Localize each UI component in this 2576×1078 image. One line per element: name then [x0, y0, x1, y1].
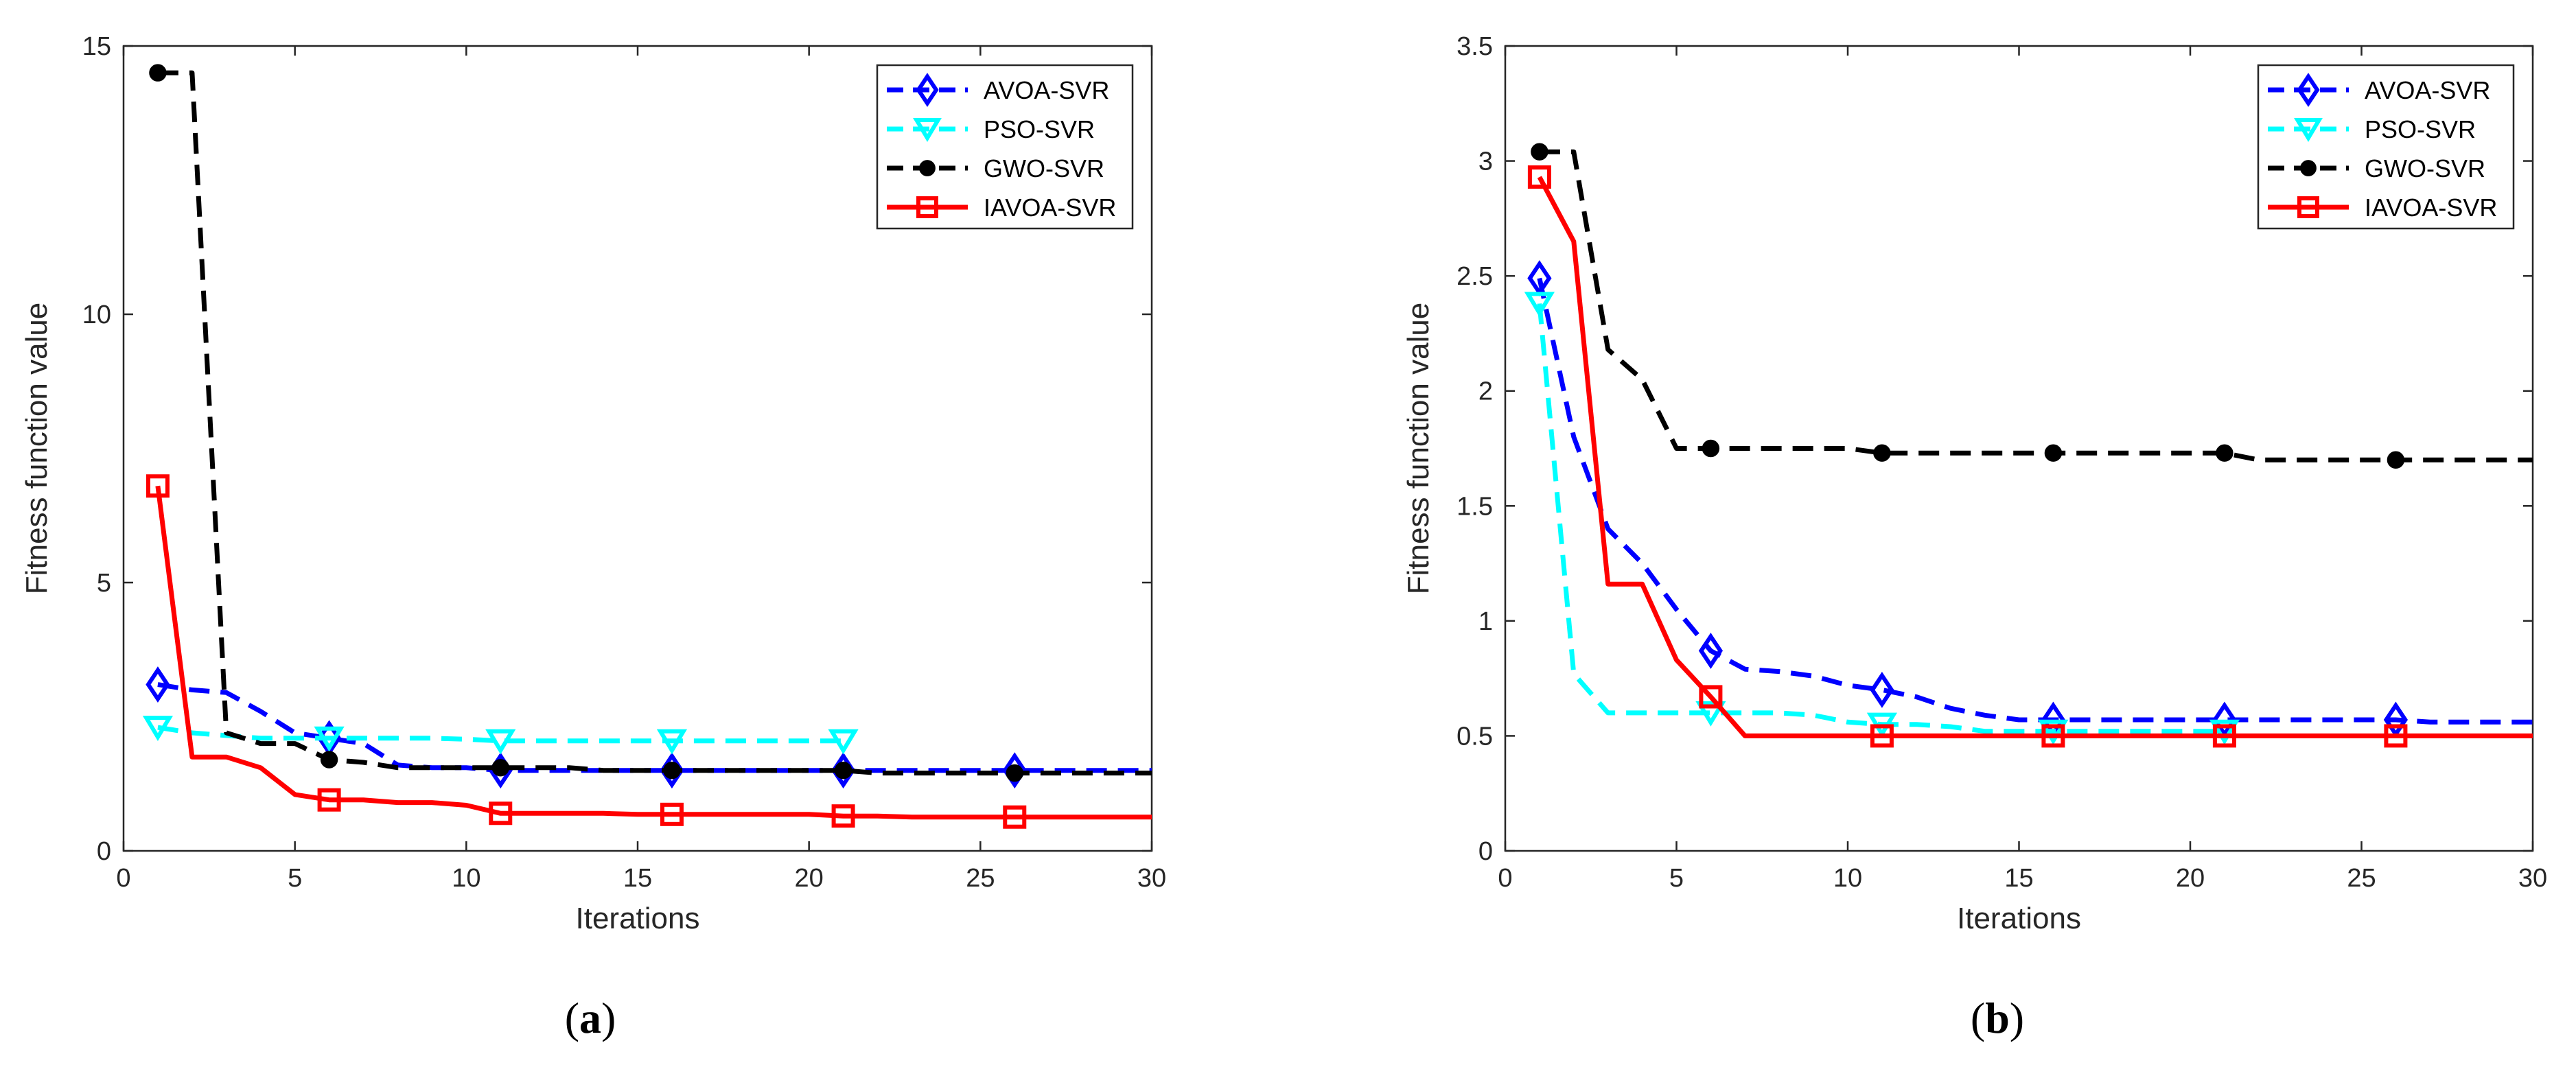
- legend-marker-gwo-svr: [919, 160, 936, 176]
- legend-marker-iavoa-svr: [2297, 196, 2319, 218]
- data-point-gwo-svr: [1702, 439, 1720, 458]
- legend: AVOA-SVR PSO-SVR GWO-SVR IAVOA-SVR: [876, 64, 1134, 230]
- legend-marker-avoa-svr: [916, 73, 939, 107]
- y-axis-label: Fitness function value: [20, 303, 54, 595]
- data-point-iavoa-svr: [2384, 724, 2408, 748]
- data-point-pso-svr: [1695, 701, 1726, 727]
- legend-label-pso-svr: PSO-SVR: [2365, 115, 2476, 143]
- data-point-gwo-svr: [1006, 764, 1023, 782]
- series-line-iavoa-svr: [1537, 176, 2533, 738]
- data-point-gwo-svr: [834, 762, 852, 780]
- legend-label-avoa-svr: AVOA-SVR: [2365, 76, 2490, 104]
- data-point-pso-svr: [314, 726, 345, 752]
- y-tick-label: 1: [1478, 607, 1493, 636]
- x-tick-label: 10: [1833, 864, 1862, 893]
- x-tick-label: 30: [2518, 864, 2547, 893]
- series-gwo-svr: [1531, 143, 2533, 469]
- panel-label-b: (b): [1971, 994, 2024, 1042]
- legend-marker-pso-svr: [913, 118, 942, 142]
- data-point-iavoa-svr: [2041, 724, 2065, 748]
- y-tick-label: 1.5: [1457, 492, 1493, 521]
- legend-marker-pso-svr: [2294, 118, 2323, 142]
- series-gwo-svr: [149, 64, 1152, 782]
- legend-marker-avoa-svr: [2297, 73, 2320, 107]
- y-tick-label: 0: [97, 837, 111, 866]
- data-point-pso-svr: [656, 729, 688, 755]
- x-tick-label: 20: [795, 864, 824, 893]
- chart-panel-a: 0 5 10 15 20 25 30 0 5 10 15 Iterations Fitness func…: [20, 32, 1166, 1042]
- y-tick-label: 15: [82, 32, 111, 61]
- legend-label-iavoa-svr: IAVOA-SVR: [984, 194, 1116, 222]
- data-point-avoa-svr: [1002, 752, 1027, 789]
- legend: AVOA-SVR PSO-SVR GWO-SVR IAVOA-SVR: [2257, 64, 2515, 230]
- series-pso-svr: [142, 716, 859, 755]
- legend-marker-gwo-svr: [2300, 160, 2317, 176]
- data-point-iavoa-svr: [1870, 724, 1894, 748]
- legend-label-avoa-svr: AVOA-SVR: [984, 76, 1109, 104]
- data-point-avoa-svr: [1870, 671, 1894, 708]
- legend-label-iavoa-svr: IAVOA-SVR: [2365, 194, 2497, 222]
- series-iavoa-svr: [1527, 165, 2533, 748]
- data-point-gwo-svr: [663, 762, 681, 780]
- data-point-iavoa-svr: [1527, 165, 1551, 189]
- x-tick-label: 5: [288, 864, 302, 893]
- x-tick-label: 25: [966, 864, 995, 893]
- y-tick-label: 5: [97, 569, 111, 598]
- data-point-gwo-svr: [1873, 444, 1891, 462]
- data-point-iavoa-svr: [1003, 805, 1027, 829]
- x-tick-label: 30: [1137, 864, 1166, 893]
- data-point-gwo-svr: [2387, 451, 2405, 469]
- series-iavoa-svr: [146, 474, 1152, 829]
- x-tick-label: 15: [623, 864, 652, 893]
- panel-label-a: (a): [565, 994, 616, 1042]
- x-tick-label: 20: [2176, 864, 2205, 893]
- x-tick-label: 5: [1669, 864, 1684, 893]
- series-line-iavoa-svr: [155, 485, 1152, 820]
- y-tick-label: 0.5: [1457, 722, 1493, 751]
- y-tick-label: 3.5: [1457, 32, 1493, 61]
- data-point-pso-svr: [2209, 719, 2240, 745]
- legend-label-pso-svr: PSO-SVR: [984, 115, 1095, 143]
- data-point-iavoa-svr: [489, 801, 513, 825]
- x-tick-label: 25: [2347, 864, 2376, 893]
- legend-label-gwo-svr: GWO-SVR: [984, 154, 1104, 183]
- x-tick-label: 10: [452, 864, 480, 893]
- data-point-pso-svr: [2038, 719, 2069, 745]
- chart-panel-b: 0 5 10 15 20 25 30 0 0.5 1 1.5 2 2.5 3 3.5 Iterations Fi…: [1402, 32, 2547, 1042]
- y-tick-label: 3: [1478, 148, 1493, 176]
- data-point-gwo-svr: [2044, 444, 2063, 462]
- data-point-pso-svr: [1524, 292, 1555, 318]
- series-line-pso-svr: [157, 725, 844, 744]
- data-point-iavoa-svr: [2212, 724, 2236, 748]
- data-point-avoa-svr: [146, 666, 170, 703]
- x-tick-label: 0: [1498, 864, 1512, 893]
- y-tick-label: 0: [1478, 837, 1493, 866]
- data-point-iavoa-svr: [660, 802, 684, 826]
- x-axis-label: Iterations: [1957, 902, 2081, 935]
- data-point-gwo-svr: [491, 759, 509, 777]
- y-tick-label: 2.5: [1457, 262, 1493, 291]
- legend-marker-iavoa-svr: [916, 196, 938, 218]
- x-axis-label: Iterations: [576, 902, 700, 935]
- data-point-gwo-svr: [1531, 143, 1548, 161]
- data-point-iavoa-svr: [1699, 685, 1723, 709]
- data-point-iavoa-svr: [831, 804, 855, 828]
- y-axis-label: Fitness function value: [1402, 303, 1435, 595]
- data-point-pso-svr: [828, 729, 859, 755]
- y-tick-label: 2: [1478, 377, 1493, 406]
- data-point-gwo-svr: [149, 64, 167, 82]
- data-point-gwo-svr: [320, 751, 338, 769]
- y-tick-label: 10: [82, 301, 111, 329]
- x-tick-label: 0: [116, 864, 130, 893]
- x-tick-label: 15: [2004, 864, 2033, 893]
- data-point-iavoa-svr: [146, 474, 170, 498]
- data-point-gwo-svr: [2216, 444, 2233, 462]
- data-point-pso-svr: [485, 729, 516, 755]
- legend-label-gwo-svr: GWO-SVR: [2365, 154, 2485, 183]
- data-point-iavoa-svr: [317, 788, 341, 812]
- data-point-pso-svr: [142, 716, 174, 741]
- data-point-avoa-svr: [1698, 633, 1724, 669]
